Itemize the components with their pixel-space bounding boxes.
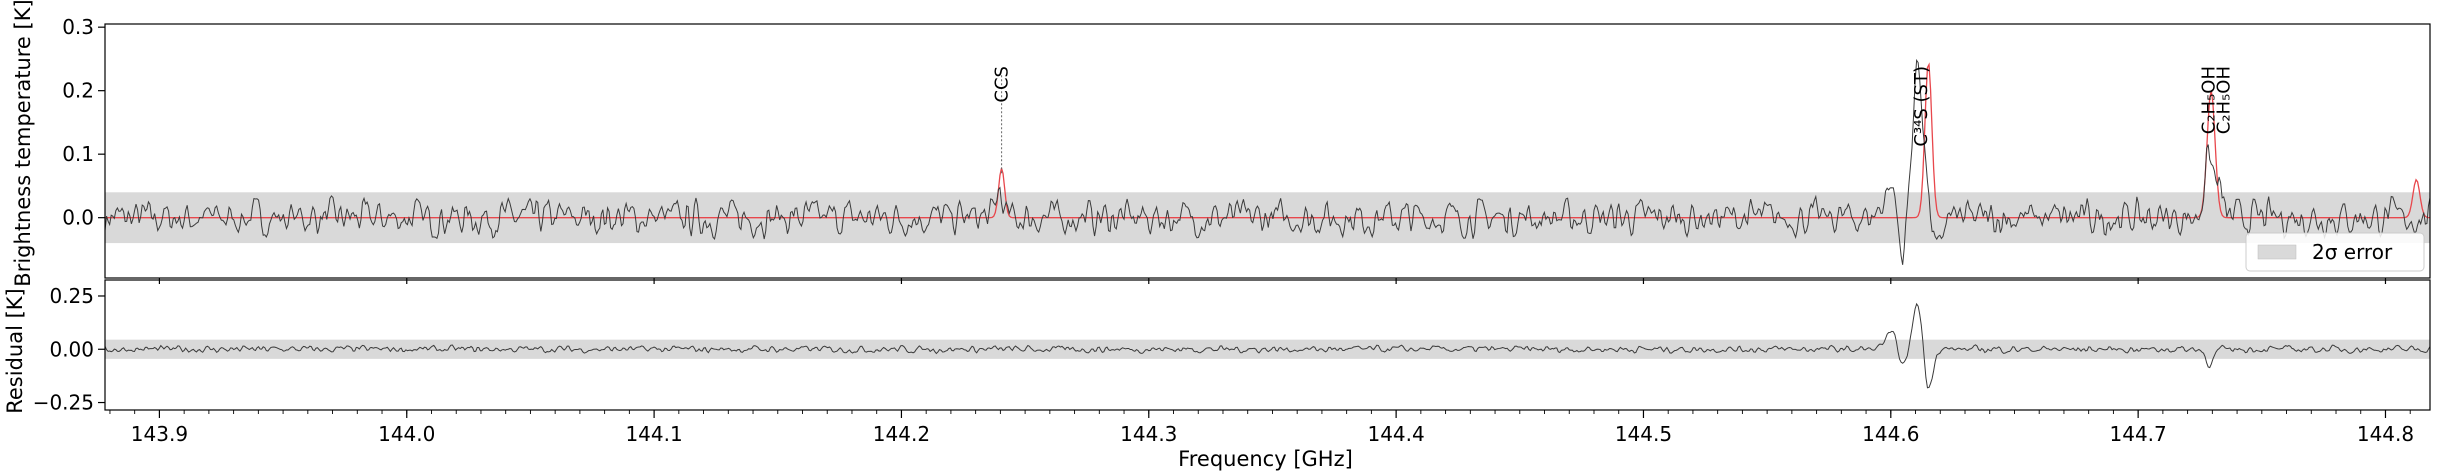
y-tick-label: 0.00 (49, 337, 94, 361)
spectrum-y-axis-label: Brightness temperature [K] (11, 0, 35, 287)
model-spectrum-layer (105, 62, 2431, 219)
spectrum-axes-frame (104, 23, 2431, 279)
x-tick-label: 144.0 (378, 422, 435, 446)
line-annotation-label: C₂H₅OH (2213, 66, 2234, 134)
legend-box (2245, 232, 2425, 272)
y-tick-label: 0.0 (62, 206, 94, 230)
y-tick-label: 0.3 (62, 15, 94, 39)
y-tick-label: 0.25 (49, 284, 94, 308)
x-tick-label: 143.9 (131, 422, 188, 446)
legend: 2σ error (2245, 232, 2425, 272)
residual-line (104, 302, 2431, 389)
x-tick-label: 144.5 (1615, 422, 1672, 446)
x-tick-label: 144.8 (2357, 422, 2414, 446)
residual-axes-frame (104, 279, 2431, 411)
spectrum-ticks: 0.0 0.1 0.2 0.3 (62, 15, 2387, 284)
x-tick-label: 144.1 (625, 422, 682, 446)
line-annotation-label: CCS (992, 66, 1013, 103)
residual-y-axis-label: Residual [K] (3, 288, 27, 414)
x-axis-label: Frequency [GHz] (1178, 447, 1353, 471)
residual-error-band (105, 339, 2430, 359)
observed-spectrum-layer (104, 58, 2431, 265)
y-tick-label: 0.1 (62, 142, 94, 166)
y-tick-label: 0.2 (62, 79, 94, 103)
observed-spectrum-line (104, 58, 2431, 265)
legend-swatch (2257, 244, 2297, 260)
model-spectrum-line (105, 62, 2431, 219)
x-tick-label: 144.6 (1862, 422, 1919, 446)
line-annotation-label: C₂H₅OH (2199, 66, 2220, 134)
residual-spectrum-layer (104, 302, 2431, 389)
x-tick-label: 144.3 (1120, 422, 1177, 446)
residual-panel: −0.25 0.00 0.25 143.9 144.0 144.1 144.2 144.3 14… (3, 279, 2431, 471)
y-tick-label: −0.25 (33, 391, 94, 415)
x-tick-label: 144.7 (2110, 422, 2167, 446)
legend-label: 2σ error (2312, 240, 2393, 264)
residual-ticks: −0.25 0.00 0.25 143.9 144.0 144.1 144.2 144.3 14… (33, 284, 2414, 446)
residual-error-band-layer (105, 339, 2430, 359)
x-tick-label: 144.4 (1367, 422, 1424, 446)
x-tick-label: 144.2 (873, 422, 930, 446)
line-annotation-label: C³⁴S (ST) (1911, 66, 1932, 147)
